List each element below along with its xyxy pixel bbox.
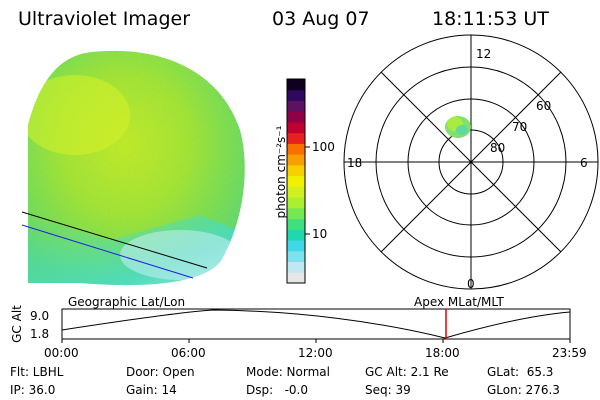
- status-ip: IP: 36.0: [10, 383, 56, 397]
- altitude-plot-frame: [61, 308, 571, 340]
- colorbar-segment: [287, 261, 305, 273]
- colorbar-segment: [287, 89, 305, 101]
- status-door: Door: Open: [126, 365, 195, 379]
- colorbar-segment: [287, 154, 305, 166]
- colorbar-segment: [287, 111, 305, 123]
- colorbar-segment: [287, 207, 305, 220]
- x-tick-label-1200: 12:00: [298, 346, 333, 360]
- altitude-curve: [61, 309, 571, 339]
- terminator-line-blue: [21, 224, 194, 279]
- colorbar-tick-label-100: 100: [312, 140, 335, 154]
- mlt-label-12: 12: [476, 47, 492, 61]
- auroral-blob: [445, 116, 471, 138]
- mlt-label-18: 18: [347, 156, 363, 170]
- colorbar-segment: [287, 79, 305, 91]
- colorbar-segment: [287, 164, 305, 177]
- geographic-label: Geographic Lat/Lon: [68, 295, 186, 309]
- colorbar-segment: [287, 272, 305, 284]
- colorbar-segment: [287, 186, 305, 198]
- lat-label-60: 60: [536, 99, 552, 113]
- status-seq: Seq: 39: [365, 383, 411, 397]
- altitude-axis-label: GC Alt: [10, 305, 24, 343]
- observation-time: 18:11:53 UT: [432, 8, 549, 30]
- colorbar-segment: [287, 197, 305, 209]
- colorbar-segment: [287, 121, 305, 134]
- polar-plot: [343, 34, 599, 290]
- instrument-title: Ultraviolet Imager: [18, 8, 191, 30]
- lat-label-70: 70: [512, 120, 528, 134]
- colorbar: [287, 79, 305, 284]
- status-filter: Flt: LBHL: [10, 365, 64, 379]
- altitude-plot: [61, 308, 571, 343]
- status-gain: Gain: 14: [126, 383, 177, 397]
- y-tick-label-9: 9.0: [30, 309, 50, 323]
- status-gc-alt: GC Alt: 2.1 Re: [365, 365, 449, 379]
- mlt-label-6: 6: [580, 156, 588, 170]
- imager-disk: [21, 50, 245, 286]
- terminator-line-black: [21, 211, 208, 269]
- colorbar-segment: [287, 250, 305, 263]
- colorbar-segment: [287, 240, 305, 252]
- status-glat: GLat: 65.3: [487, 365, 554, 379]
- x-tick-label-1800: 18:00: [425, 346, 460, 360]
- status-mode: Mode: Normal: [246, 365, 330, 379]
- meridian-diag-2: [380, 71, 562, 253]
- lat-label-80: 80: [490, 141, 506, 155]
- status-dsp: Dsp: -0.0: [246, 383, 309, 397]
- observation-date: 03 Aug 07: [272, 8, 370, 30]
- colorbar-segment: [287, 100, 305, 112]
- x-tick-label-2359: 23:59: [552, 346, 587, 360]
- colorbar-segment: [287, 229, 305, 241]
- colorbar-segment: [287, 218, 305, 230]
- x-tick-label-0600: 06:00: [171, 346, 206, 360]
- colorbar-label: photon cm⁻²s⁻¹: [274, 125, 288, 219]
- colorbar-segment: [287, 175, 305, 187]
- colorbar-segment: [287, 143, 305, 155]
- colorbar-segment: [287, 132, 305, 144]
- colorbar-tick-label-10: 10: [312, 227, 328, 241]
- apex-label: Apex MLat/MLT: [414, 295, 504, 309]
- status-glon: GLon: 276.3: [487, 383, 560, 397]
- colorbar-frame: [286, 78, 306, 284]
- mlt-label-0: 0: [467, 277, 475, 291]
- x-tick-label-0000: 00:00: [44, 346, 79, 360]
- y-tick-label-1-8: 1.8: [30, 327, 50, 341]
